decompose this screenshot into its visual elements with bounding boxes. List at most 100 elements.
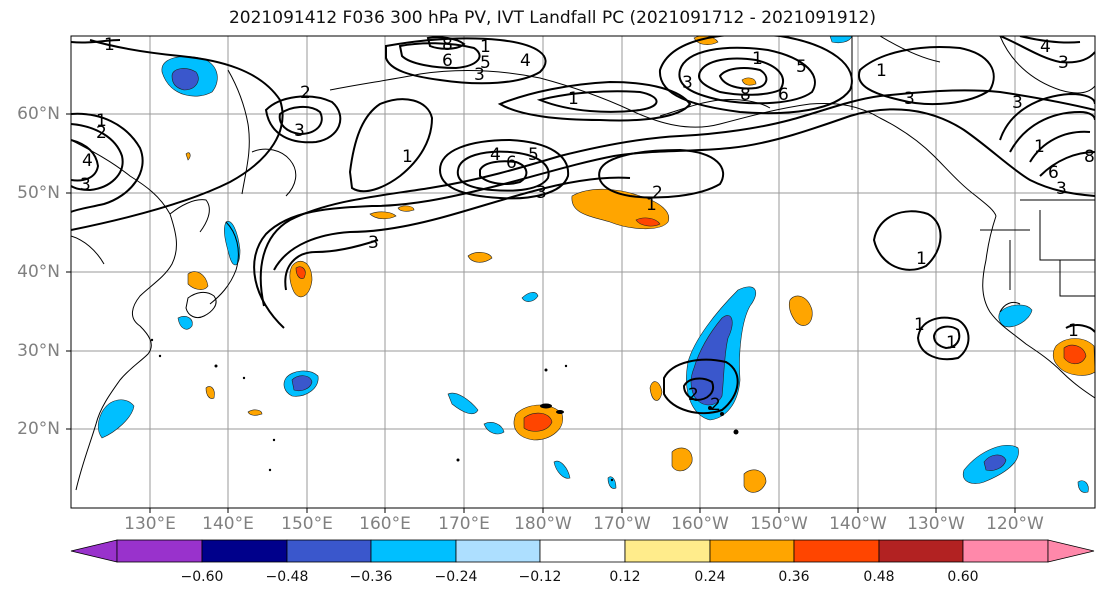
pos-anomaly: [467, 252, 493, 263]
contour-label: 2: [710, 395, 721, 415]
map-title: 2021091412 F036 300 hPa PV, IVT Landfall…: [228, 8, 876, 28]
neg-anomaly: [607, 476, 617, 489]
contour-label: 1: [876, 61, 887, 81]
pos-anomaly: [369, 211, 397, 220]
contour-label: 6: [442, 51, 453, 71]
lon-label: 140°W: [829, 514, 887, 534]
colorbar-extend-low: [70, 539, 118, 563]
contour-label: 1: [480, 37, 491, 57]
contour-label: 1: [104, 35, 115, 55]
contour-label: 2: [652, 183, 663, 203]
contour-label: 4: [82, 151, 93, 171]
contour-label: 8: [442, 35, 453, 55]
lon-label: 140°E: [202, 514, 254, 534]
neg-anomaly: [177, 316, 193, 330]
colorbar-bin: [624, 539, 711, 563]
colorbar-tick-label: −0.12: [518, 569, 562, 585]
contour-label: 3: [536, 183, 547, 203]
colorbar-tick-label: 0.60: [947, 569, 979, 585]
contour-label: 1: [752, 49, 763, 69]
contour-label: 1: [916, 249, 927, 269]
contour-label: 6: [1048, 163, 1059, 183]
contour-label: 1: [646, 195, 657, 215]
contour-label: 3: [294, 121, 305, 141]
tick-marks: [66, 113, 1016, 513]
contour-labels: 1 1 2 3 4 2 3 1 3 4 6 5 3 2 1 8 6 1 5 4 …: [80, 35, 1095, 415]
contour-label: 1: [946, 333, 957, 353]
lon-label: 160°E: [359, 514, 411, 534]
contour-label: 3: [682, 73, 693, 93]
contour-label: 3: [368, 233, 379, 253]
contour-label: 5: [480, 53, 491, 73]
colorbar-bin: [539, 539, 626, 563]
pv-contours: [71, 36, 1095, 415]
lon-label: 150°W: [750, 514, 808, 534]
neg-anomaly: [483, 422, 505, 435]
colorbar-tick-label: 0.36: [778, 569, 810, 585]
pos-anomaly: [649, 381, 663, 401]
lon-label: 160°W: [671, 514, 729, 534]
islands: [150, 338, 739, 482]
colorbar-tick-label: −0.48: [265, 569, 309, 585]
pos-anomaly: [247, 409, 263, 416]
contour-label: 3: [904, 89, 915, 109]
contour-label: 1: [96, 111, 107, 131]
contour-label: 1: [1068, 321, 1079, 341]
pos-anomaly: [1063, 344, 1087, 365]
pos-anomaly: [788, 295, 813, 326]
lon-label: 130°W: [907, 514, 965, 534]
contour-label: 5: [528, 145, 539, 165]
contour-label: 1: [402, 147, 413, 167]
neg-anomaly: [998, 304, 1033, 328]
neg-anomaly: [553, 460, 571, 479]
lat-label: 30°N: [17, 341, 60, 361]
contour-label: 6: [778, 85, 789, 105]
neg-anomaly: [97, 399, 135, 439]
colorbar-extend-high: [1047, 539, 1095, 563]
contour-label: 1: [1034, 137, 1045, 157]
lat-label: 40°N: [17, 262, 60, 282]
pos-anomaly: [523, 412, 553, 432]
gridlines: [71, 36, 1095, 508]
contour-label: 4: [490, 145, 501, 165]
lon-label: 130°E: [124, 514, 176, 534]
contour-label: 3: [1056, 179, 1067, 199]
neg-anomaly: [1077, 480, 1089, 493]
neg-anomaly: [291, 375, 313, 392]
contour-label: 6: [506, 153, 517, 173]
colorbar-bin: [116, 539, 203, 563]
lon-label: 170°E: [438, 514, 490, 534]
pos-anomaly: [185, 152, 191, 161]
contour-label: 5: [796, 57, 807, 77]
colorbar-bin: [201, 539, 288, 563]
pos-anomaly: [635, 217, 661, 227]
neg-anomaly: [447, 392, 479, 415]
colorbar-tick-label: 0.12: [609, 569, 641, 585]
pos-anomaly: [295, 266, 306, 279]
colorbar-tick-label: −0.24: [434, 569, 478, 585]
contour-label: 1: [568, 89, 579, 109]
colorbar-tick-label: −0.36: [349, 569, 393, 585]
contour-label: 2: [688, 385, 699, 405]
pos-anomaly: [205, 386, 215, 399]
neg-anomaly: [224, 221, 241, 266]
colorbar-tick-label: −0.60: [180, 569, 224, 585]
coastlines: [71, 36, 1095, 491]
neg-anomaly: [521, 292, 539, 302]
lat-label: 60°N: [17, 104, 60, 124]
neg-anomaly: [171, 68, 199, 91]
contour-label: 8: [1084, 147, 1095, 167]
colorbar-bin: [286, 539, 372, 563]
ivt-shading: [97, 36, 1095, 493]
neg-anomaly: [983, 454, 1007, 471]
colorbar-bin: [962, 539, 1049, 563]
pos-anomaly: [741, 77, 757, 86]
pos-anomaly: [397, 205, 415, 212]
colorbar-bin: [793, 539, 880, 563]
lat-label: 20°N: [17, 419, 60, 439]
colorbar: [70, 539, 1095, 563]
colorbar-tick-label: 0.48: [863, 569, 895, 585]
colorbar-tick-label: 0.24: [694, 569, 726, 585]
contour-label: 3: [1012, 93, 1023, 113]
